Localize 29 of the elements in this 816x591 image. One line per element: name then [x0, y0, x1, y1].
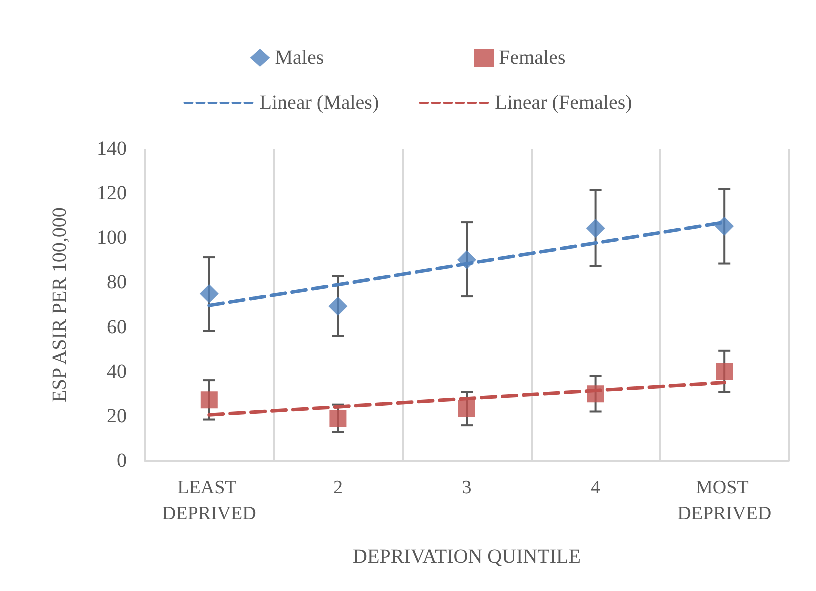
y-tick-label: 100	[97, 227, 127, 250]
legend-label: Linear (Females)	[495, 92, 632, 114]
legend-label: Linear (Males)	[260, 92, 380, 114]
legend-label: Females	[499, 47, 566, 69]
y-tick-label: 60	[107, 316, 127, 338]
y-tick-label: 20	[107, 405, 127, 428]
point	[328, 297, 348, 316]
point	[200, 392, 218, 409]
x-tick-label: 3	[462, 478, 472, 498]
y-tick-label: 140	[97, 138, 127, 160]
x-tick-label: 4	[591, 478, 602, 498]
x-tick-label: LEAST DEPRIVED	[162, 478, 256, 524]
x-tick-label: 2	[333, 478, 343, 498]
point	[330, 410, 347, 428]
point	[586, 219, 606, 238]
y-tick-label: 40	[107, 360, 127, 383]
y-tick-label: 120	[97, 182, 127, 205]
y-axis-title: ESP ASIR PER 100,000	[49, 208, 71, 402]
x-axis-title: DEPRIVATION QUINTILE	[353, 546, 581, 568]
point	[458, 400, 476, 418]
point	[458, 250, 476, 270]
y-tick-label: 80	[107, 272, 127, 294]
point	[716, 363, 734, 380]
point	[200, 284, 219, 304]
legend-label: Males	[275, 47, 324, 69]
point	[715, 216, 734, 236]
x-tick-label: MOST DEPRIVED	[678, 478, 772, 524]
point	[587, 386, 604, 403]
y-tick-label: 0	[117, 450, 127, 472]
